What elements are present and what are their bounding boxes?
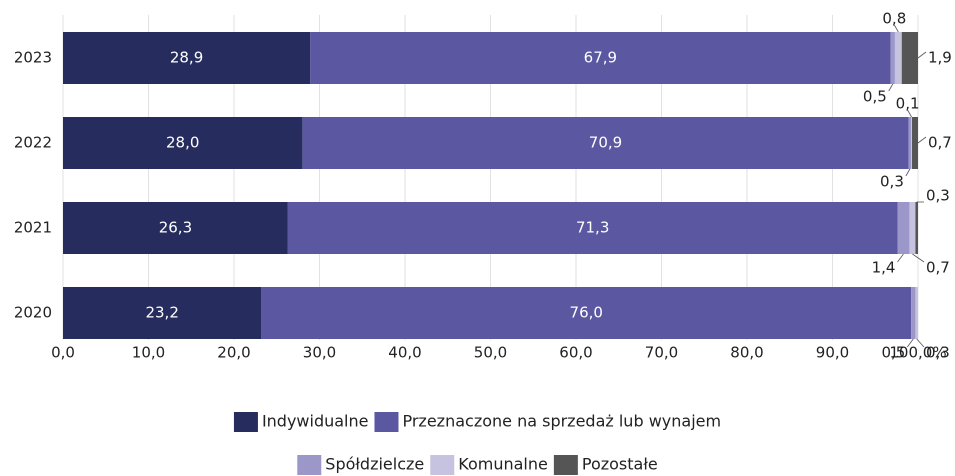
- data-label: 70,9: [589, 134, 622, 152]
- bar-segment: [897, 202, 910, 254]
- data-label: 1,9: [928, 49, 952, 67]
- bar-segment: [63, 202, 288, 254]
- data-label: 26,3: [159, 219, 192, 237]
- y-tick-label: 2023: [14, 49, 52, 67]
- leader-line: [916, 338, 925, 348]
- x-tick-label: 10,0: [132, 344, 165, 362]
- leader-line: [917, 51, 927, 59]
- x-tick-label: 70,0: [645, 344, 678, 362]
- data-label: 1,4: [872, 259, 896, 277]
- legend-label: Pozostałe: [582, 455, 658, 474]
- x-tick-label: 20,0: [217, 344, 250, 362]
- legend-swatch: [297, 455, 322, 475]
- bar-segment: [908, 117, 912, 169]
- bar-segment: [901, 32, 918, 84]
- bar-segment: [63, 117, 303, 169]
- bar-segment: [302, 117, 909, 169]
- x-tick-label: 40,0: [388, 344, 421, 362]
- x-tick-label: 100,0%: [889, 344, 946, 362]
- data-label: 76,0: [570, 304, 603, 322]
- data-label: 0,7: [928, 134, 952, 152]
- bar-segment: [890, 32, 895, 84]
- data-label: 0,3: [926, 187, 950, 205]
- legend-swatch: [553, 455, 578, 475]
- bar-segment: [909, 202, 916, 254]
- leader-line: [905, 168, 911, 177]
- data-label: 0,5: [881, 344, 905, 362]
- data-label: 0,3: [880, 173, 904, 191]
- data-label: 0,8: [882, 10, 906, 28]
- leader-line: [912, 253, 925, 263]
- bar-segment: [915, 202, 918, 254]
- leader-line: [897, 253, 904, 263]
- data-label: 0,7: [926, 259, 950, 277]
- x-tick-label: 30,0: [303, 344, 336, 362]
- legend-label: Przeznaczone na sprzedaż lub wynajem: [402, 412, 721, 431]
- legend-label: Indywidualne: [262, 412, 369, 431]
- data-label: 67,9: [584, 49, 617, 67]
- data-label: 0,1: [896, 95, 920, 113]
- bar-segment: [911, 287, 916, 339]
- leader-line: [888, 83, 894, 92]
- data-label: 0,3: [926, 344, 950, 362]
- x-tick-label: 50,0: [474, 344, 507, 362]
- bar-segment: [63, 32, 311, 84]
- bar-segment: [261, 287, 912, 339]
- legend-swatch: [233, 412, 258, 432]
- x-tick-label: 80,0: [730, 344, 763, 362]
- x-tick-label: 90,0: [816, 344, 849, 362]
- data-label: 71,3: [576, 219, 609, 237]
- data-label: 23,2: [145, 304, 178, 322]
- bar-segment: [911, 117, 913, 169]
- leader-line: [907, 109, 912, 118]
- x-tick-label: 0,0: [51, 344, 75, 362]
- leader-line: [893, 24, 899, 33]
- bar-segment: [912, 117, 918, 169]
- bar-segment: [310, 32, 891, 84]
- data-label: 0,5: [863, 88, 887, 106]
- y-tick-label: 2021: [14, 219, 52, 237]
- legend-label: Komunalne: [458, 455, 548, 474]
- data-label: 28,0: [166, 134, 199, 152]
- data-label: 28,9: [170, 49, 203, 67]
- leader-line: [906, 338, 914, 348]
- y-tick-label: 2022: [14, 134, 52, 152]
- legend-label: Spółdzielcze: [325, 455, 424, 474]
- leader-line: [917, 136, 927, 144]
- legend-swatch: [374, 412, 399, 432]
- y-tick-label: 2020: [14, 304, 52, 322]
- bar-segment: [63, 287, 262, 339]
- bar-segment: [915, 287, 918, 339]
- legend-swatch: [430, 455, 455, 475]
- bar-segment: [894, 32, 902, 84]
- bar-segment: [287, 202, 898, 254]
- x-tick-label: 60,0: [559, 344, 592, 362]
